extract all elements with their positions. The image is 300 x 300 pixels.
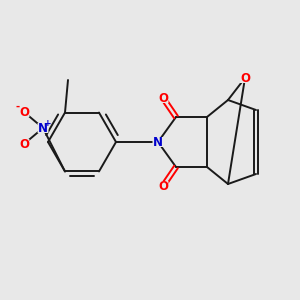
FancyBboxPatch shape (19, 139, 29, 149)
Text: N: N (38, 122, 48, 134)
FancyBboxPatch shape (158, 181, 169, 191)
Text: -: - (16, 102, 20, 112)
Text: O: O (240, 71, 250, 85)
Text: O: O (19, 137, 29, 151)
FancyBboxPatch shape (158, 93, 169, 103)
Text: O: O (19, 106, 29, 118)
Text: N: N (153, 136, 163, 148)
Text: +: + (44, 118, 52, 127)
Text: O: O (158, 179, 168, 193)
FancyBboxPatch shape (239, 73, 250, 83)
FancyBboxPatch shape (152, 137, 164, 147)
FancyBboxPatch shape (38, 123, 49, 133)
FancyBboxPatch shape (19, 107, 29, 117)
Text: O: O (158, 92, 168, 104)
